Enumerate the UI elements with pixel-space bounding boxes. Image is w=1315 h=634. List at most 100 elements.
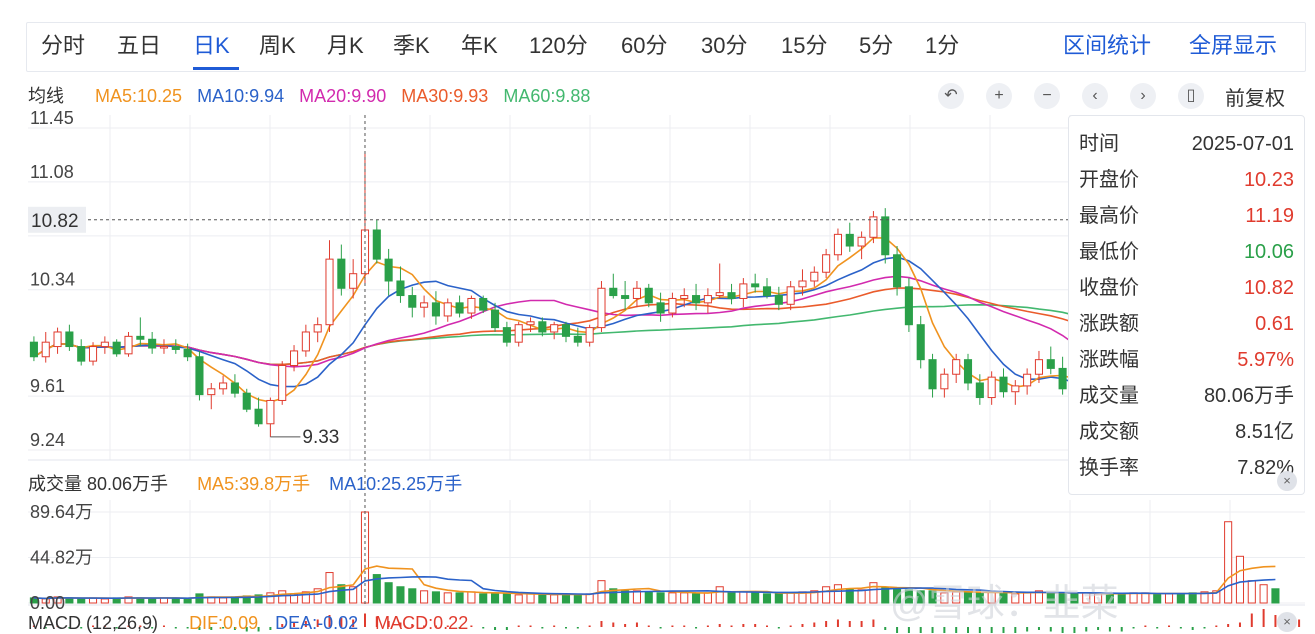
tab-15min[interactable]: 15分 — [781, 33, 828, 58]
candle-body — [171, 346, 180, 350]
candle-body — [703, 295, 712, 304]
volume-bar — [431, 591, 440, 604]
candle-body — [77, 346, 86, 362]
volume-bar — [183, 598, 192, 604]
candle-body — [585, 327, 594, 343]
candle-body — [762, 286, 772, 297]
candle-body — [491, 309, 500, 329]
plus-icon[interactable]: + — [986, 83, 1012, 109]
close-icon[interactable]: × — [1277, 612, 1297, 632]
close-icon[interactable]: × — [1277, 471, 1297, 491]
volume-tick-label: 89.64万 — [30, 502, 93, 522]
volume-bar — [538, 594, 547, 604]
volume-bar — [100, 598, 109, 604]
candle-body — [207, 388, 216, 396]
tab-30min[interactable]: 30分 — [701, 33, 748, 58]
tab-yearly-k[interactable]: 年K — [461, 33, 498, 58]
ma30-value: MA30:9.93 — [401, 86, 489, 106]
tooltip-row: 成交额 8.51亿 — [1079, 417, 1294, 447]
volume-bar — [573, 594, 582, 604]
candle-body — [266, 399, 275, 425]
volume-bar — [916, 590, 925, 604]
volume-bar — [692, 593, 701, 604]
candle-body — [337, 258, 346, 289]
volume-bars — [29, 511, 1280, 604]
ma10-value: MA10:9.94 — [197, 86, 285, 106]
candle-body — [987, 376, 996, 399]
candle-body — [349, 273, 358, 289]
volume-bar — [479, 593, 488, 604]
candle-icon[interactable]: ▯ — [1178, 83, 1204, 109]
candle-body — [124, 335, 133, 355]
tab-monthly-k[interactable]: 月K — [327, 33, 364, 58]
candle-body — [881, 216, 890, 256]
volume-bar — [254, 594, 263, 604]
tooltip-row: 涨跌额 0.61 — [1079, 309, 1294, 339]
tooltip-value: 10.06 — [1243, 241, 1294, 263]
chevron-right-icon[interactable]: › — [1130, 83, 1156, 109]
volume-bar — [751, 592, 760, 604]
candle-body — [609, 287, 618, 297]
minus-icon[interactable]: − — [1034, 83, 1060, 109]
tooltip-row: 最低价 10.06 — [1079, 237, 1294, 267]
candle-body — [479, 297, 488, 311]
tooltip-value: 0.61 — [1255, 313, 1294, 335]
volume-legend: 成交量 80.06万手 MA5:39.8万手 MA10:25.25万手 — [28, 470, 462, 496]
candle-body — [1023, 373, 1032, 387]
candle-body — [739, 283, 748, 299]
volume-bar — [762, 593, 772, 604]
fullscreen-button[interactable]: 全屏显示 — [1189, 33, 1278, 58]
volume-bar — [715, 586, 724, 604]
candle-body — [561, 324, 571, 337]
volume-bar — [1117, 593, 1126, 604]
volume-bar — [1176, 593, 1185, 604]
volume-bar — [1070, 593, 1079, 604]
volume-bar — [1200, 591, 1209, 604]
tab-daily-k[interactable]: 日K — [193, 33, 230, 58]
ma5-value: MA5:10.25 — [95, 86, 183, 106]
volume-bar — [881, 587, 890, 604]
candle-body — [301, 331, 310, 352]
range-stats-button[interactable]: 区间统计 — [1063, 33, 1152, 58]
volume-bar — [467, 591, 476, 604]
candle-body — [538, 321, 547, 333]
tab-weekly-k[interactable]: 周K — [259, 33, 296, 58]
volume-bar — [963, 592, 973, 604]
tooltip-key: 换手率 — [1079, 457, 1139, 479]
candle-body — [822, 254, 831, 273]
candle-body — [999, 376, 1008, 393]
volume-bar — [1141, 592, 1150, 604]
tab-five-day[interactable]: 五日 — [117, 33, 162, 58]
tooltip-row: 成交量 80.06万手 — [1079, 381, 1294, 411]
tab-60min[interactable]: 60分 — [621, 33, 668, 58]
candle-body — [857, 236, 866, 247]
volume-bar — [313, 588, 322, 604]
tooltip-row: 涨跌幅 5.97% — [1079, 345, 1294, 375]
ohlc-tooltip: 时间 2025-07-01 开盘价 10.23 最高价 11.19 最低价 10.06 … — [1068, 115, 1305, 495]
adjust-mode-button[interactable]: 前复权 — [1225, 88, 1285, 110]
candle-body — [420, 302, 429, 308]
volume-bar — [337, 584, 346, 604]
volume-ma10-line — [33, 575, 1276, 600]
ma-legend-label: 均线 — [28, 86, 64, 106]
tooltip-value: 10.23 — [1243, 169, 1294, 191]
candle-body — [325, 258, 334, 326]
tab-5min[interactable]: 5分 — [859, 33, 894, 58]
tooltip-value: 8.51亿 — [1235, 421, 1294, 443]
undo-icon[interactable]: ↶ — [938, 83, 964, 109]
volume-bar — [1235, 555, 1245, 604]
volume-bar — [384, 582, 393, 604]
price-tick-label: 11.45 — [30, 108, 74, 128]
tab-1min[interactable]: 1分 — [925, 33, 960, 58]
volume-bar — [940, 592, 949, 604]
volume-bar — [1129, 592, 1138, 604]
tab-120min[interactable]: 120分 — [529, 33, 588, 58]
tab-intraday[interactable]: 分时 — [41, 33, 86, 58]
volume-bar — [278, 590, 287, 604]
ma60-value: MA60:9.88 — [503, 86, 591, 106]
volume-bar — [869, 582, 878, 604]
chevron-left-icon[interactable]: ‹ — [1082, 83, 1108, 109]
volume-bar — [491, 592, 500, 604]
tab-quarterly-k[interactable]: 季K — [393, 33, 430, 58]
volume-bar — [1271, 588, 1280, 604]
